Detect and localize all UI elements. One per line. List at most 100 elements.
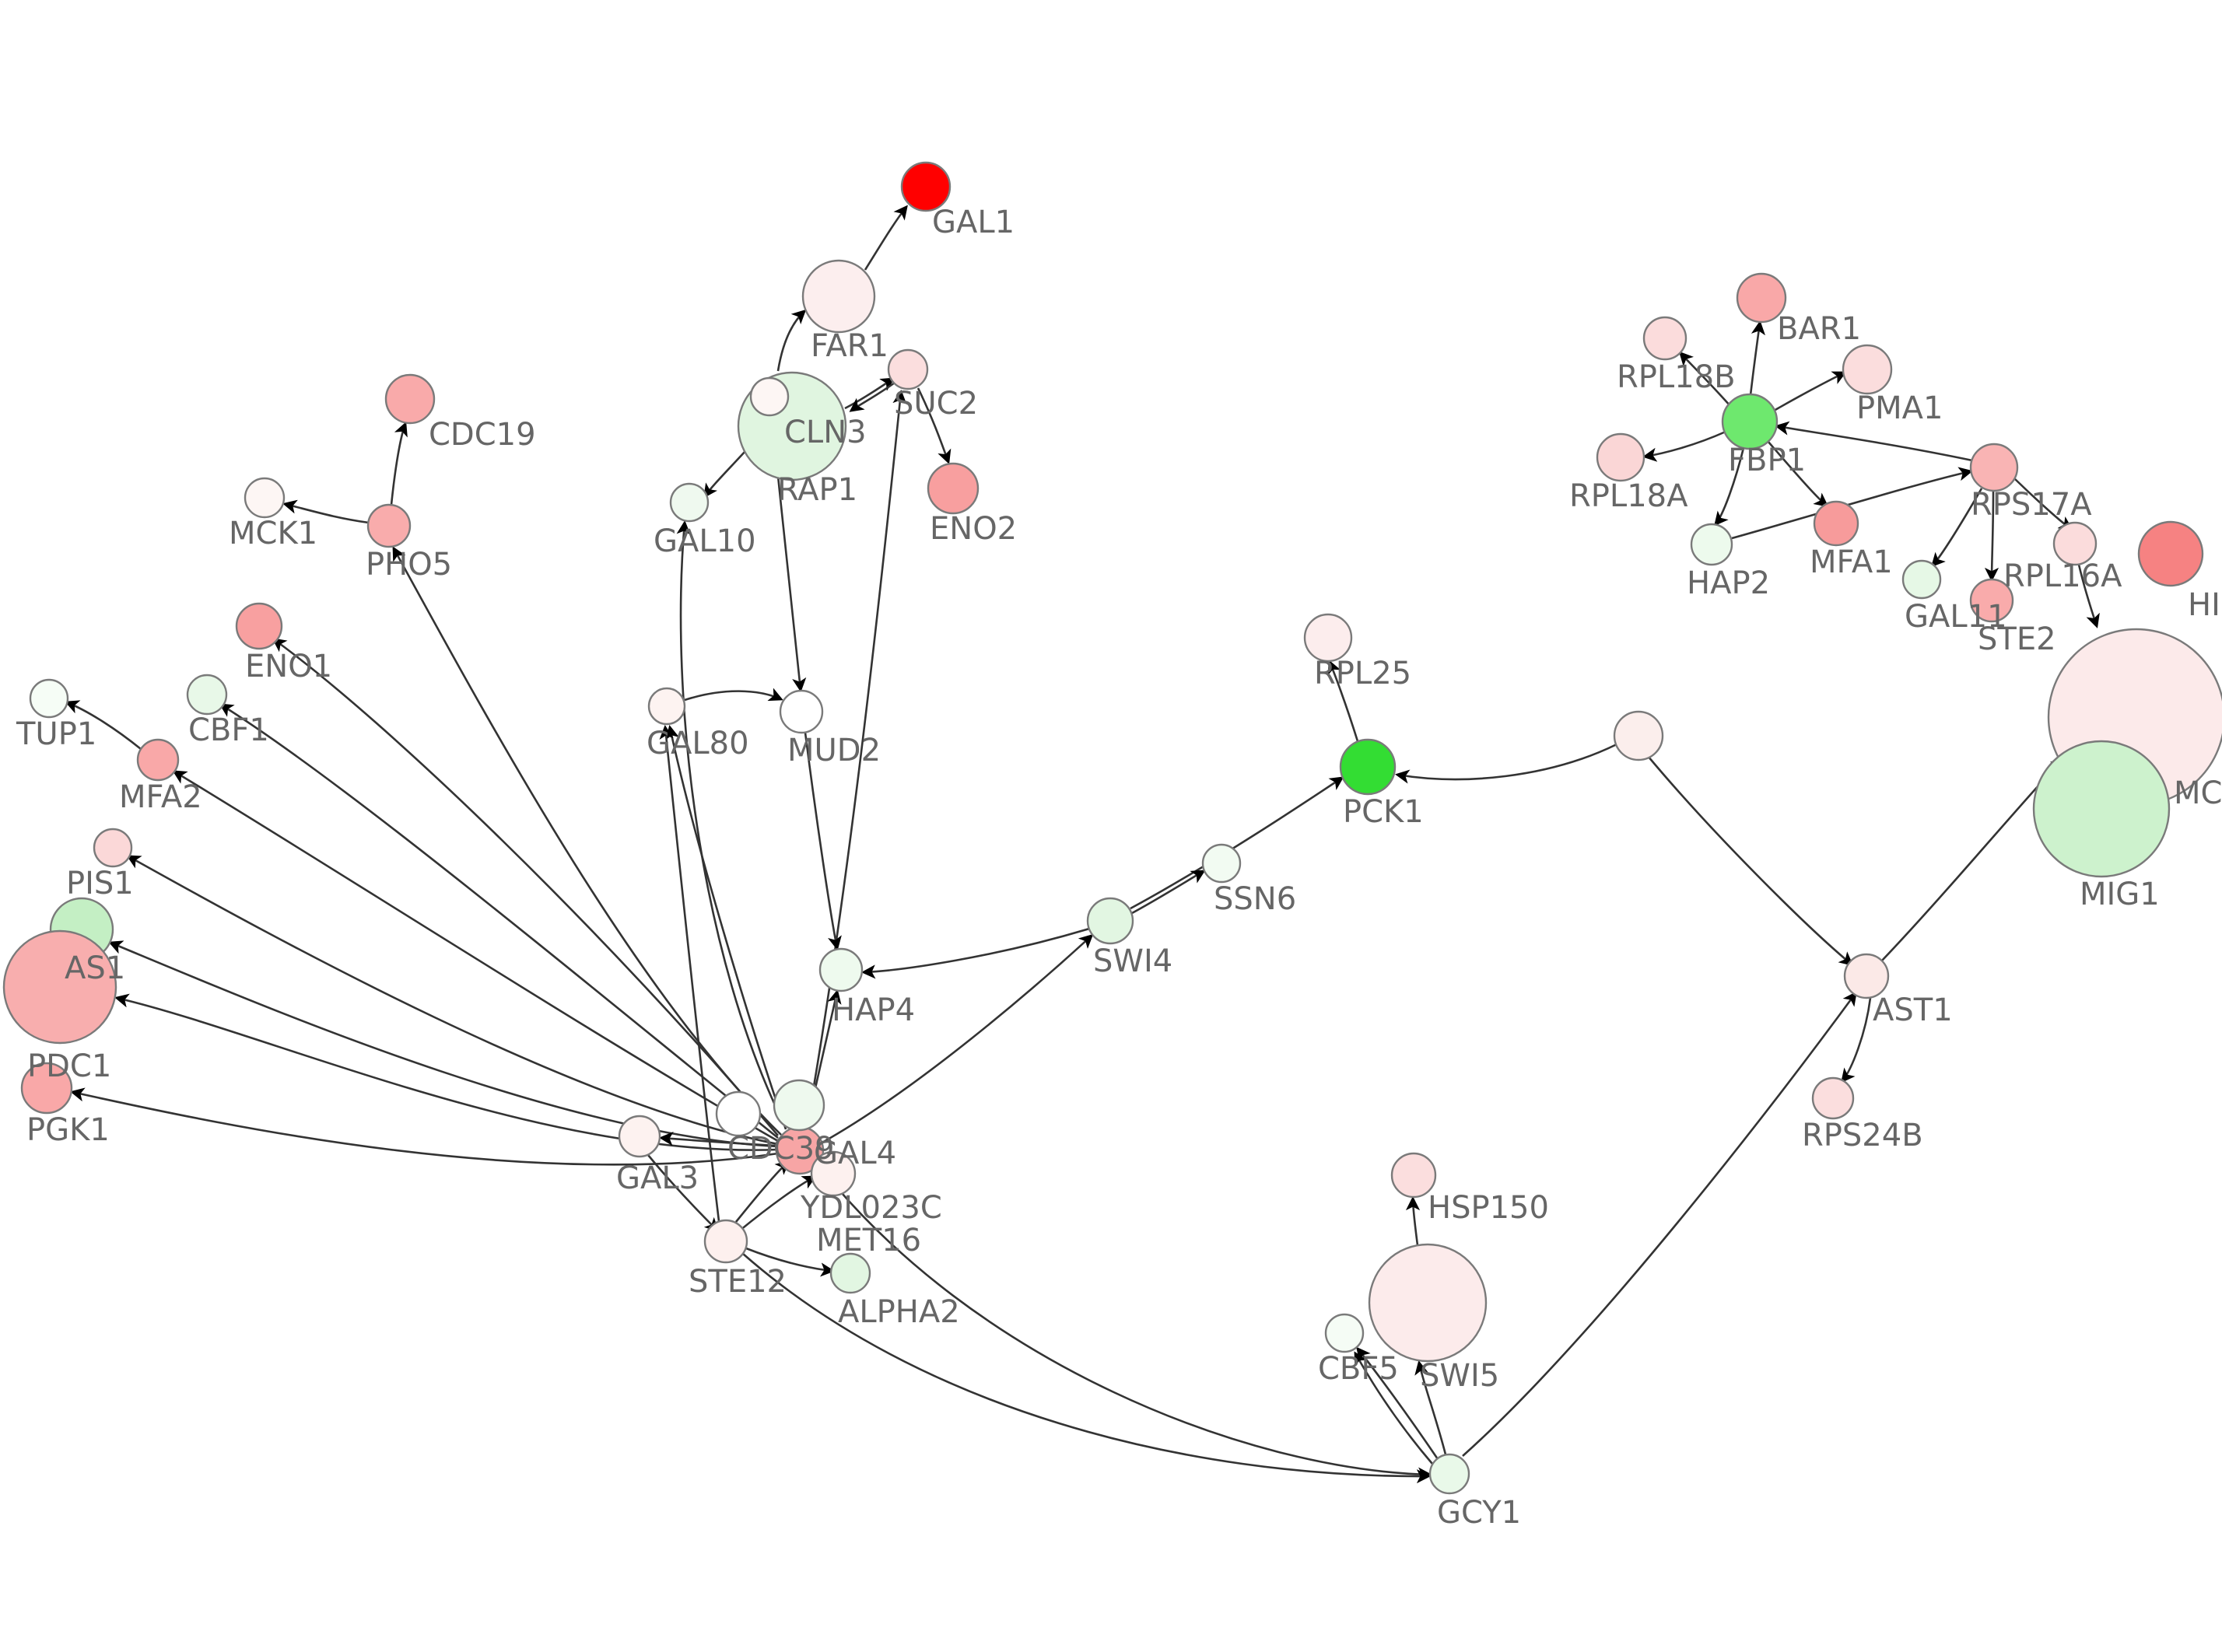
graph-node-mfa2[interactable]: [136, 738, 180, 782]
graph-node-gal3[interactable]: [618, 1115, 661, 1158]
graph-node-rpl25[interactable]: [1303, 613, 1353, 663]
graph-node-pho5[interactable]: [366, 503, 412, 548]
graph-node-mfa1[interactable]: [1813, 500, 1859, 547]
graph-edge: [1647, 755, 1854, 966]
graph-edge: [864, 205, 908, 271]
graph-node-eno1[interactable]: [235, 602, 283, 650]
graph-edge: [282, 499, 370, 524]
graph-edge: [665, 725, 787, 1130]
node-label-ydl023c: YDL023C: [800, 1190, 942, 1226]
node-label-bar1: BAR1: [1777, 311, 1861, 347]
graph-node-ste12[interactable]: [703, 1219, 748, 1264]
graph-node-fbp1[interactable]: [1721, 393, 1779, 450]
graph-node-ssn6[interactable]: [1201, 843, 1242, 884]
node-label-rps17a: RPS17A: [1971, 487, 2092, 523]
graph-edge: [659, 724, 720, 1222]
node-label-his4: HIS4: [2188, 587, 2222, 623]
node-label-gal3: GAL3: [616, 1160, 699, 1196]
node-label-mck1: MCK1: [229, 516, 317, 551]
node-label-pgk1: PGK1: [26, 1112, 110, 1148]
graph-node-unlbl2[interactable]: [715, 1090, 762, 1137]
graph-edge: [1327, 660, 1359, 742]
graph-node-hap2[interactable]: [1690, 523, 1733, 566]
graph-node-hap4[interactable]: [818, 947, 864, 992]
graph-node-swi4[interactable]: [1086, 897, 1134, 945]
graph-edge: [817, 1164, 1433, 1482]
graph-edge: [739, 1175, 817, 1232]
node-label-cdc19: CDC19: [429, 417, 536, 453]
graph-node-pis1[interactable]: [93, 828, 133, 868]
graph-node-swi5[interactable]: [1368, 1243, 1488, 1363]
graph-node-tup1[interactable]: [29, 678, 69, 719]
node-label-mfa1: MFA1: [1810, 544, 1893, 580]
graph-edge: [1395, 743, 1617, 784]
graph-node-pdc1[interactable]: [2, 929, 117, 1045]
graph-node-rap1[interactable]: [749, 376, 790, 417]
node-label-rpl16a: RPL16A: [2003, 558, 2122, 594]
graph-edge: [1714, 447, 1745, 527]
node-label-mig1: MIG1: [2080, 877, 2160, 912]
graph-node-cbf1[interactable]: [186, 674, 228, 716]
graph-edge: [390, 422, 408, 506]
graph-edge: [219, 703, 779, 1139]
node-label-hap4: HAP4: [832, 992, 915, 1028]
graph-node-gal80[interactable]: [647, 687, 686, 726]
node-label-mfa2: MFA2: [119, 779, 202, 815]
graph-node-mud2[interactable]: [779, 689, 824, 734]
graph-node-rpl18a[interactable]: [1596, 432, 1645, 482]
graph-edge: [1405, 1195, 1421, 1246]
graph-node-mck1[interactable]: [244, 477, 286, 519]
graph-node-alpha2[interactable]: [829, 1252, 871, 1294]
graph-node-cbf5[interactable]: [1324, 1313, 1365, 1353]
graph-node-hsp150[interactable]: [1390, 1152, 1437, 1199]
graph-node-rpl18b[interactable]: [1642, 316, 1688, 361]
node-label-cbf1: CBF1: [188, 712, 269, 748]
graph-node-ast1[interactable]: [1843, 953, 1890, 999]
graph-edge: [1678, 351, 1731, 407]
graph-node-rpl16a[interactable]: [2052, 521, 2098, 566]
node-label-tup1: TUP1: [16, 716, 96, 752]
graph-node-gal10[interactable]: [669, 482, 710, 523]
graph-edge: [1131, 870, 1206, 915]
node-label-cln3: CLN3: [784, 415, 867, 450]
node-label-pho5: PHO5: [366, 547, 452, 583]
graph-node-eno2[interactable]: [927, 462, 980, 515]
graph-edge: [1414, 1360, 1447, 1455]
graph-node-gal11[interactable]: [1901, 559, 1942, 600]
graph-node-rps24b[interactable]: [1811, 1076, 1855, 1120]
graph-edge: [2077, 564, 2100, 628]
graph-node-his4[interactable]: [2137, 520, 2204, 587]
graph-node-pck1[interactable]: [1339, 738, 1397, 796]
graph-node-suc2[interactable]: [887, 348, 929, 390]
graph-node-unlbl1[interactable]: [1613, 710, 1664, 761]
node-label-gal1: GAL1: [932, 205, 1015, 240]
graph-edge: [844, 377, 895, 410]
node-label-suc2: SUC2: [894, 386, 978, 422]
node-label-gal4: GAL4: [814, 1136, 896, 1171]
node-label-gcy1: GCY1: [1437, 1495, 1521, 1531]
graph-node-far1[interactable]: [801, 259, 876, 334]
graph-node-mig1[interactable]: [2032, 740, 2171, 878]
graph-node-gal1[interactable]: [900, 161, 952, 212]
node-label-pck1: PCK1: [1343, 794, 1424, 830]
node-label-mcm1: MCM1: [2174, 775, 2222, 811]
node-label-rps24b: RPS24B: [1802, 1118, 1923, 1153]
graph-edge: [1731, 467, 1973, 540]
graph-edge: [916, 387, 952, 464]
graph-edge: [1749, 320, 1766, 396]
node-label-gal10: GAL10: [654, 523, 756, 559]
graph-node-bar1[interactable]: [1736, 272, 1787, 324]
graph-edge: [126, 855, 779, 1146]
graph-node-ste2[interactable]: [1969, 578, 2014, 623]
graph-node-pgk1[interactable]: [20, 1062, 73, 1115]
graph-node-cdc39[interactable]: [773, 1079, 825, 1132]
graph-node-gcy1[interactable]: [1428, 1453, 1470, 1495]
graph-node-ydl023c[interactable]: [810, 1150, 857, 1197]
graph-node-cdc19[interactable]: [384, 373, 436, 425]
graph-edge: [392, 546, 782, 1136]
node-label-swi4: SWI4: [1093, 943, 1172, 979]
graph-node-rps17a[interactable]: [1969, 443, 2019, 492]
graph-node-pma1[interactable]: [1842, 344, 1893, 395]
